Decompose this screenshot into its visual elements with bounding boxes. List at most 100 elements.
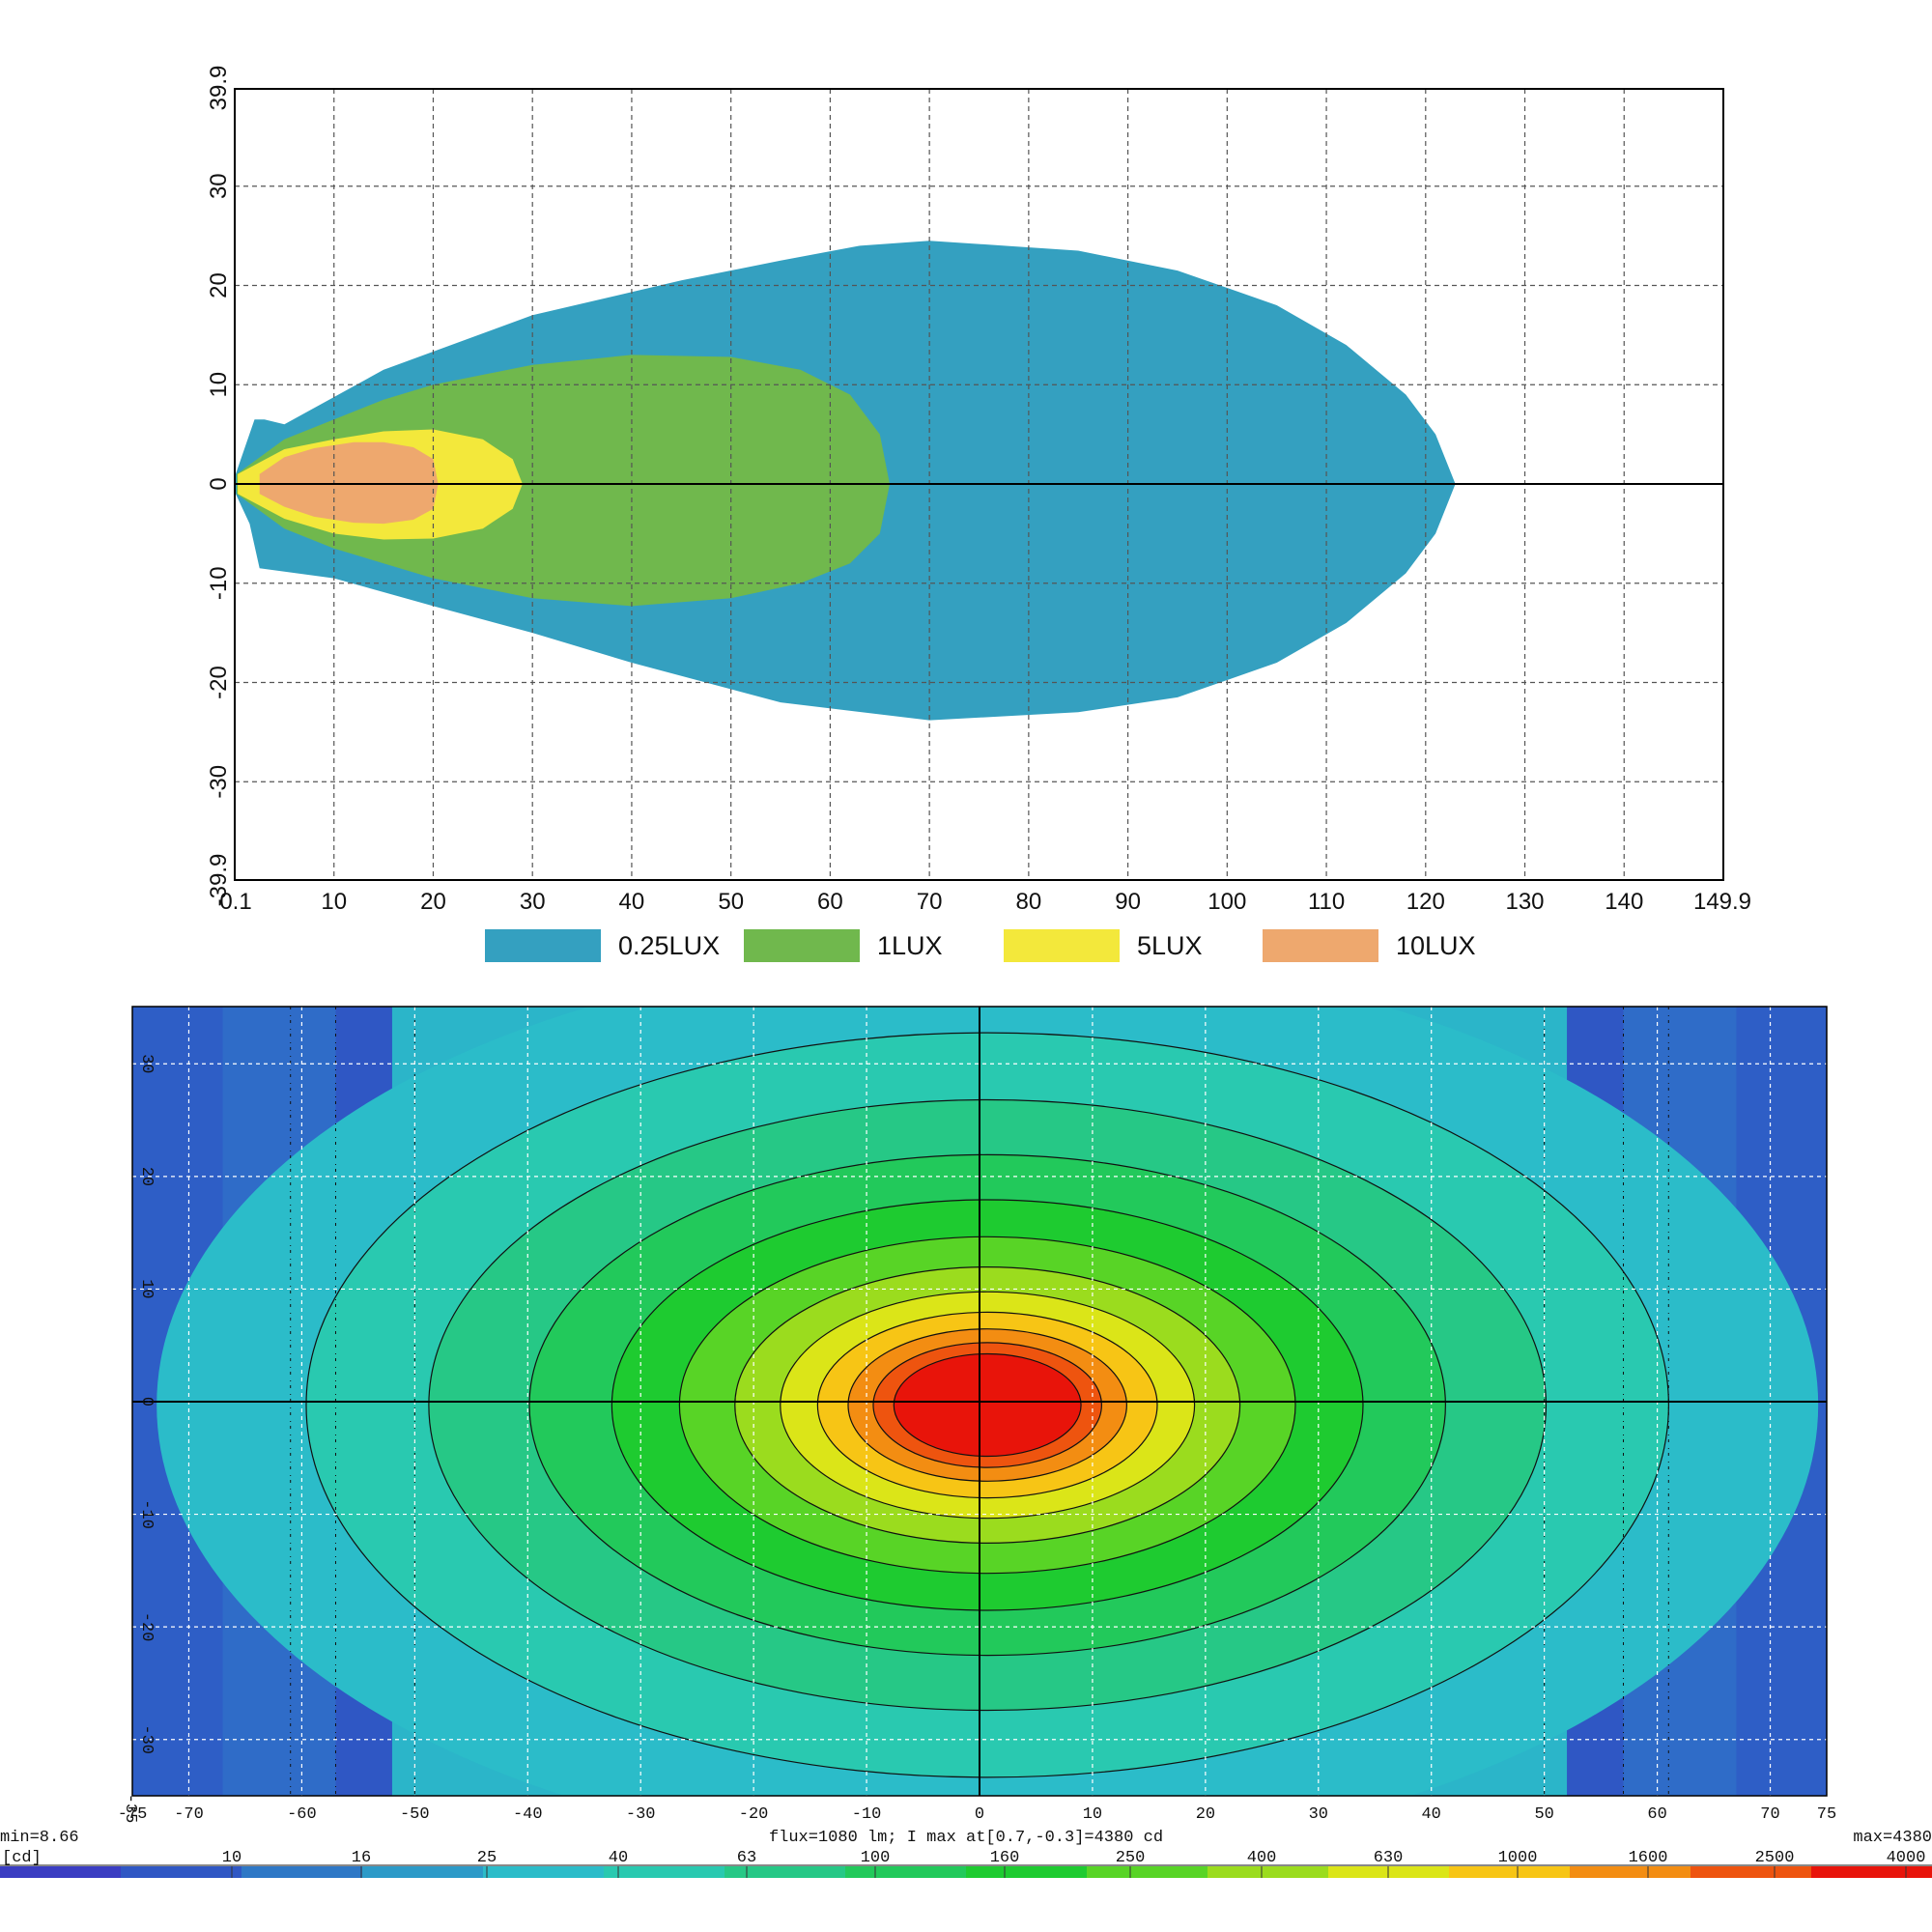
heat-x-tick-label: 30 xyxy=(1309,1805,1328,1824)
isolux-area-3 xyxy=(259,441,439,525)
heat-x-tick-label: -30 xyxy=(626,1805,656,1824)
heatmap-axes xyxy=(132,1007,1827,1796)
colorbar-segment xyxy=(1449,1866,1571,1878)
heatmap-unit-label: [cd] xyxy=(2,1849,42,1867)
colorbar-segment xyxy=(1570,1866,1691,1878)
iso-x-tick-label: 140 xyxy=(1605,889,1643,915)
heatmap-contour-10 xyxy=(734,1265,1241,1544)
iso-y-tick-label: -20 xyxy=(206,666,232,699)
heatmap-contour-5 xyxy=(305,1032,1669,1778)
heatmap-level-15 xyxy=(894,1353,1082,1457)
legend-label-1: 1LUX xyxy=(877,931,943,960)
iso-x-tick-label: 0.1 xyxy=(219,889,251,915)
heatmap-contour-12 xyxy=(816,1311,1158,1499)
heat-x-tick-label: -10 xyxy=(852,1805,882,1824)
heat-x-tick-label: 60 xyxy=(1647,1805,1666,1824)
legend-swatch-2 xyxy=(1004,929,1120,962)
iso-x-tick-label: 130 xyxy=(1505,889,1544,915)
heat-y-tick-label: 0 xyxy=(137,1397,156,1406)
colorbar-segment xyxy=(242,1866,363,1878)
heat-y-tick-corner: -35 xyxy=(121,1794,139,1824)
heatmap-info-text: flux=1080 lm; I max at[0.7,-0.3]=4380 cd xyxy=(769,1829,1163,1847)
heatmap-colorbar-ticks: 10 16 25 40 63 100 160 250 400 630 1000 1600 2500 400… xyxy=(222,1849,1925,1878)
colorbar-segment xyxy=(1690,1866,1812,1878)
colorbar-segment xyxy=(966,1866,1088,1878)
colorbar-tick-label: 1000 xyxy=(1498,1849,1538,1867)
iso-x-tick-label: 120 xyxy=(1406,889,1445,915)
isolux-areas xyxy=(236,241,1456,721)
colorbar-segment xyxy=(1208,1866,1329,1878)
iso-y-tick-label: 10 xyxy=(206,372,232,398)
colorbar-tick-label: 2500 xyxy=(1755,1849,1795,1867)
colorbar-tick-label: 400 xyxy=(1247,1849,1277,1867)
iso-y-tick-label: 39.9 xyxy=(206,66,232,111)
legend-swatch-3 xyxy=(1263,929,1378,962)
iso-plot-frame xyxy=(234,88,1724,881)
heat-x-tick-label: 50 xyxy=(1534,1805,1553,1824)
iso-x-tick-label: 50 xyxy=(718,889,744,915)
legend-label-0: 0.25LUX xyxy=(618,931,720,960)
colorbar-tick-label: 160 xyxy=(990,1849,1020,1867)
colorbar-tick-label: 16 xyxy=(352,1849,371,1867)
legend-label-2: 5LUX xyxy=(1137,931,1203,960)
colorbar-segment xyxy=(604,1866,725,1878)
iso-x-tick-label: 110 xyxy=(1308,889,1345,915)
heatmap-contour-13 xyxy=(847,1328,1127,1482)
heat-y-tick-label: 20 xyxy=(137,1167,156,1186)
heat-x-tick-label: -40 xyxy=(513,1805,543,1824)
iso-x-tick-label: 80 xyxy=(1016,889,1042,915)
isolux-legend: 0.25LUX 1LUX 5LUX 10LUX xyxy=(485,929,1476,962)
legend-swatch-0 xyxy=(485,929,601,962)
iso-y-tick-label: 20 xyxy=(206,272,232,298)
colorbar-segment xyxy=(1811,1866,1932,1878)
colorbar-segment xyxy=(1087,1866,1208,1878)
colorbar-segment xyxy=(724,1866,846,1878)
iso-x-tick-label: 40 xyxy=(619,889,645,915)
colorbar-segment xyxy=(362,1866,484,1878)
iso-x-tick-label: 90 xyxy=(1115,889,1141,915)
isolux-chart: 0.1 10 20 30 40 50 60 70 80 90 100 110 120 130 140 149.… xyxy=(206,66,1751,962)
heatmap-contour-9 xyxy=(678,1236,1296,1575)
heatmap-y-ticks: 30 20 10 0 -10 -20 -30 -35 xyxy=(121,1054,156,1823)
colorbar-segment xyxy=(483,1866,605,1878)
colorbar-segment xyxy=(121,1866,242,1878)
heatmap-x-ticks: -75 -70 -60 -50 -40 -30 -20 -10 0 10 20 30 40 50 60 70 7… xyxy=(118,1805,1837,1824)
iso-y-tick-label: -30 xyxy=(206,765,232,799)
iso-y-tick-label: -10 xyxy=(206,566,232,600)
colorbar-tick-label: 250 xyxy=(1116,1849,1146,1867)
heat-x-tick-label: 70 xyxy=(1760,1805,1779,1824)
isolux-area-1 xyxy=(237,355,891,607)
legend-label-3: 10LUX xyxy=(1396,931,1476,960)
iso-y-tick-label: 30 xyxy=(206,173,232,199)
colorbar-tick-label: 40 xyxy=(609,1849,628,1867)
heat-x-tick-label: -60 xyxy=(287,1805,317,1824)
heat-y-tick-label: -10 xyxy=(137,1499,156,1529)
heatmap-frame xyxy=(131,1006,1828,1797)
heatmap-contour-11 xyxy=(780,1291,1196,1520)
colorbar-tick-label: 63 xyxy=(737,1849,756,1867)
heatmap-contour-6 xyxy=(428,1098,1548,1712)
isolux-x-ticks: 0.1 10 20 30 40 50 60 70 80 90 100 110 120 130 140 149.… xyxy=(219,889,1751,915)
colorbar-tick-label: 630 xyxy=(1374,1849,1404,1867)
intensity-heatmap: -75 -70 -60 -50 -40 -30 -20 -10 0 10 20 30 40 50 60 70 7… xyxy=(0,1006,1932,1878)
heatmap-contour-7 xyxy=(528,1153,1446,1657)
heat-y-tick-label: 30 xyxy=(137,1054,156,1073)
iso-y-tick-label: -39.9 xyxy=(206,854,232,907)
legend-swatch-1 xyxy=(744,929,860,962)
heat-x-tick-label: 0 xyxy=(975,1805,984,1824)
heat-x-tick-label: 75 xyxy=(1817,1805,1836,1824)
heat-x-tick-label: -70 xyxy=(174,1805,204,1824)
heat-y-tick-label: 10 xyxy=(137,1279,156,1298)
heatmap-min-label: min=8.66 xyxy=(0,1829,79,1847)
iso-x-tick-label: 30 xyxy=(520,889,546,915)
heat-x-tick-label: -75 xyxy=(118,1805,148,1824)
heatmap-contour-15 xyxy=(893,1352,1082,1458)
heatmap-colorbar xyxy=(0,1864,1932,1878)
heat-x-tick-label: -20 xyxy=(739,1805,769,1824)
colorbar-tick-label: 1600 xyxy=(1629,1849,1668,1867)
heat-x-tick-label: -50 xyxy=(400,1805,430,1824)
colorbar-segment xyxy=(845,1866,967,1878)
heat-x-tick-label: 40 xyxy=(1421,1805,1440,1824)
heat-x-tick-label: 10 xyxy=(1083,1805,1102,1824)
iso-x-tick-label: 149.9 xyxy=(1693,889,1751,915)
